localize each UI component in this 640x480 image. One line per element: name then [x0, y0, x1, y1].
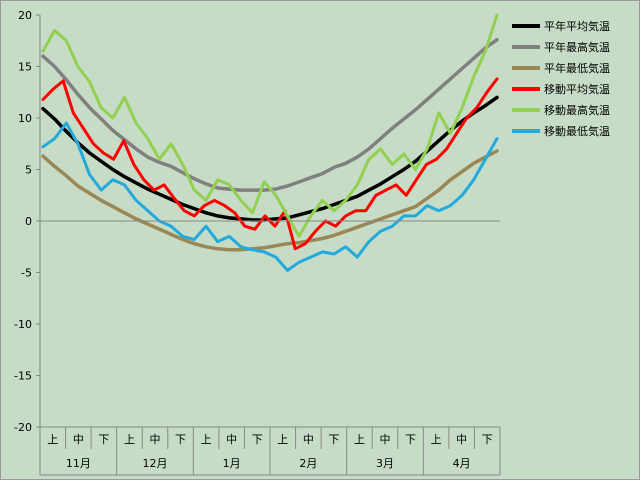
y-tick-label: -5: [21, 267, 32, 280]
x-sub-label: 中: [150, 433, 161, 446]
x-sub-label: 下: [482, 433, 493, 446]
x-sub-label: 上: [354, 433, 365, 446]
legend-label: 移動最高気温: [544, 103, 610, 117]
x-sub-label: 下: [98, 433, 109, 446]
series-line-3: [41, 149, 499, 252]
month-label: 4月: [453, 457, 471, 470]
legend-label: 移動最低気温: [544, 124, 610, 138]
x-sub-label: 下: [175, 433, 186, 446]
x-sub-label: 下: [405, 433, 416, 446]
month-label: 11月: [66, 457, 91, 470]
y-tick-label: 15: [18, 61, 32, 74]
legend-label: 平年平均気温: [544, 19, 610, 33]
x-sub-label: 下: [328, 433, 339, 446]
month-label: 2月: [299, 457, 317, 470]
x-sub-label: 上: [124, 433, 135, 446]
y-tick-label: -15: [14, 370, 32, 383]
x-sub-label: 中: [226, 433, 237, 446]
x-sub-label: 下: [252, 433, 263, 446]
x-sub-label: 上: [431, 433, 442, 446]
y-tick-label: -10: [14, 318, 32, 331]
y-tick-label: 20: [18, 9, 32, 22]
y-tick-label: 0: [25, 215, 32, 228]
y-tick-label: -20: [14, 421, 32, 434]
x-sub-label: 中: [456, 433, 467, 446]
x-sub-label: 上: [277, 433, 288, 446]
x-sub-label: 上: [47, 433, 58, 446]
legend-label: 平年最高気温: [544, 40, 610, 54]
y-tick-label: 5: [25, 164, 32, 177]
legend-label: 移動平均気温: [544, 82, 610, 96]
x-sub-label: 中: [73, 433, 84, 446]
series-line-5: [41, 13, 499, 238]
series-line-6: [41, 121, 499, 272]
y-tick-label: 10: [18, 112, 32, 125]
legend-label: 平年最低気温: [544, 61, 610, 75]
month-label: 12月: [143, 457, 168, 470]
month-label: 3月: [376, 457, 394, 470]
month-label: 1月: [223, 457, 241, 470]
x-sub-label: 中: [303, 433, 314, 446]
x-sub-label: 上: [201, 433, 212, 446]
x-sub-label: 中: [380, 433, 391, 446]
